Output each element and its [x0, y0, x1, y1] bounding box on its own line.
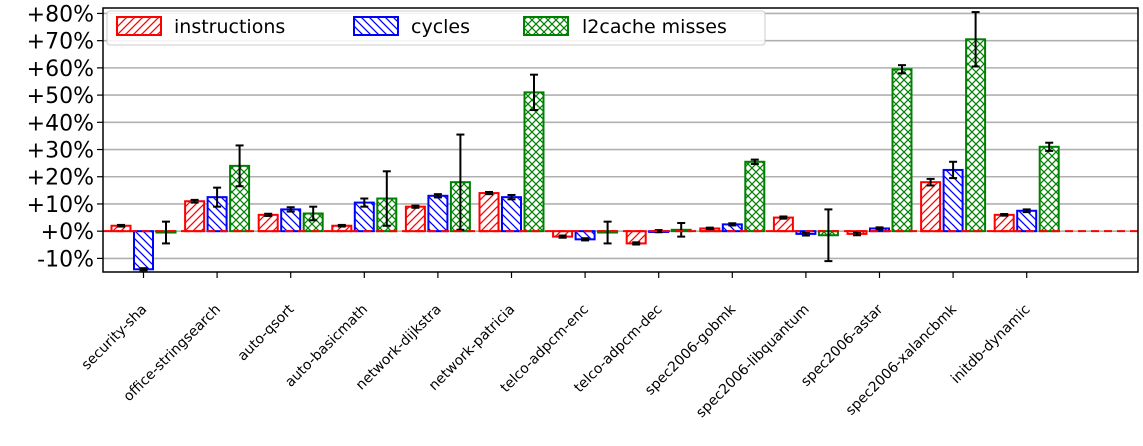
bar-instructions-office-stringsearch [184, 200, 206, 233]
plot-border [102, 7, 1139, 273]
y-tick-label: +30% [27, 139, 94, 164]
bar-instructions-network-patricia [478, 192, 500, 233]
bar-l2cache-misses-spec2006-gobmk [744, 160, 766, 233]
y-axis: -10%+0%+10%+20%+30% +40%+50%+60%+70% +80% [27, 2, 103, 272]
legend-swatch-instructions [116, 16, 162, 36]
y-tick-label: +60% [27, 57, 94, 82]
legend-label-cycles: cycles [411, 16, 470, 38]
bar-l2cache-misses-initdb-dynamic [1038, 145, 1060, 233]
bar-l2cache-misses-spec2006-xalancbmk [965, 38, 987, 233]
legend-swatch-cycles [353, 16, 399, 36]
bar-instructions-network-dijkstra [404, 205, 426, 233]
bar-instructions-spec2006-xalancbmk [920, 181, 942, 233]
bar-l2cache-misses-spec2006-astar [891, 68, 913, 233]
bar-l2cache-misses-network-patricia [523, 91, 545, 233]
legend-label-l2cache-misses: l2cache misses [582, 16, 727, 38]
y-tick-label: -10% [37, 247, 94, 272]
x-tick-label: security-sha [79, 302, 151, 374]
x-tick-label: auto-qsort [235, 301, 298, 364]
y-tick-label: +70% [27, 30, 94, 55]
legend-box [106, 10, 766, 46]
bar-cycles-initdb-dynamic [1016, 209, 1038, 233]
bar-cycles-network-patricia [501, 196, 522, 233]
y-tick-label: +80% [27, 2, 94, 27]
bars-group [110, 38, 1060, 271]
error-bars-group [117, 11, 1054, 272]
y-tick-label: +20% [27, 166, 94, 191]
bar-cycles-network-dijkstra [427, 194, 449, 233]
bar-cycles-security-sha [133, 230, 154, 271]
plot-frame [102, 7, 1139, 273]
x-tick-label: initdb-dynamic [948, 302, 1033, 387]
bar-instructions-auto-qsort [257, 213, 279, 233]
legend-swatch-l2cache-misses [523, 16, 569, 36]
bar-cycles-auto-qsort [280, 208, 302, 233]
bar-instructions-initdb-dynamic [993, 213, 1015, 233]
y-tick-label: +10% [27, 193, 94, 218]
bar-cycles-spec2006-xalancbmk [942, 168, 964, 233]
y-tick-label: +50% [27, 84, 94, 109]
legend-label-instructions: instructions [174, 16, 285, 38]
y-tick-label: +0% [41, 220, 94, 245]
legend: instructions cycles l2cache misses [106, 10, 766, 46]
y-tick-label: +40% [27, 111, 94, 136]
